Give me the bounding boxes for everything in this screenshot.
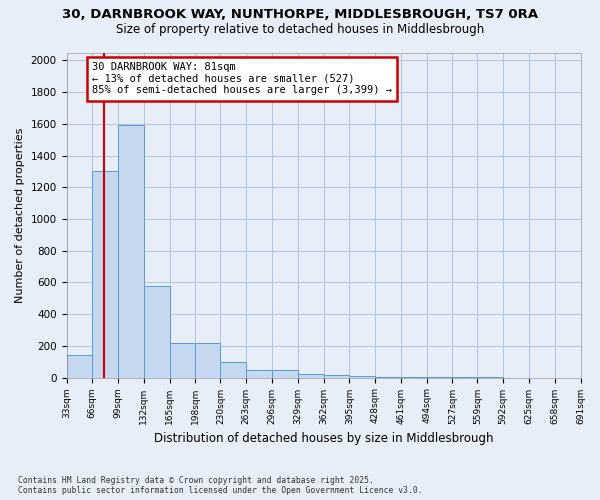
Bar: [298, 374, 323, 378]
Text: Size of property relative to detached houses in Middlesbrough: Size of property relative to detached ho…: [116, 22, 484, 36]
Bar: [323, 374, 349, 378]
Text: 30, DARNBROOK WAY, NUNTHORPE, MIDDLESBROUGH, TS7 0RA: 30, DARNBROOK WAY, NUNTHORPE, MIDDLESBRO…: [62, 8, 538, 20]
Bar: [220, 362, 246, 378]
Text: Contains HM Land Registry data © Crown copyright and database right 2025.
Contai: Contains HM Land Registry data © Crown c…: [18, 476, 422, 495]
Bar: [246, 370, 272, 378]
Bar: [170, 344, 196, 378]
Bar: [272, 370, 298, 378]
Bar: [118, 126, 144, 378]
Bar: [349, 376, 375, 378]
Bar: [67, 356, 92, 378]
Bar: [92, 172, 118, 378]
Text: 30 DARNBROOK WAY: 81sqm
← 13% of detached houses are smaller (527)
85% of semi-d: 30 DARNBROOK WAY: 81sqm ← 13% of detache…: [92, 62, 392, 96]
Bar: [144, 286, 170, 378]
X-axis label: Distribution of detached houses by size in Middlesbrough: Distribution of detached houses by size …: [154, 432, 493, 445]
Y-axis label: Number of detached properties: Number of detached properties: [15, 128, 25, 302]
Bar: [375, 377, 401, 378]
Bar: [196, 344, 220, 378]
